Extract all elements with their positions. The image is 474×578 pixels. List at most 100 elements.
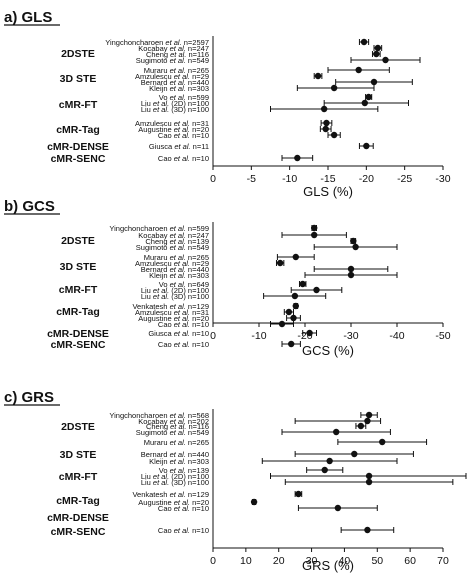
- x-tick-label: 60: [404, 555, 416, 567]
- study-label: Augustine et al. n=20: [138, 125, 209, 134]
- study-label: Muraru et al. n=265: [144, 438, 209, 447]
- x-tick-label: -10: [282, 173, 297, 185]
- study-label: Sugimoto et al. n=549: [136, 243, 209, 252]
- point-estimate: [351, 450, 358, 458]
- group-label-cmr-dense: cMR-DENSE: [47, 328, 109, 340]
- panel-a-gls: a) GLS 0 -5 -10 -15 -20 -25 -30 GLS (%) 2DSTE Ying…: [4, 9, 451, 199]
- x-tick-label: -30: [343, 330, 358, 342]
- study-label: Giusca et al. n=11: [149, 142, 209, 151]
- point-estimate: [250, 498, 258, 506]
- point-estimate: [278, 320, 286, 328]
- point-estimate: [323, 119, 330, 127]
- group-label-cmr-ft: cMR-FT: [59, 284, 98, 296]
- point-estimate: [299, 280, 306, 288]
- study-label: Liu et al. (3D) n=100: [141, 105, 209, 114]
- panel-c-grs: c) GRS 0 10 20 30 40 50 60 70 GRS (%) 2DSTE Yingcho…: [4, 389, 467, 573]
- point-estimate: [364, 526, 371, 534]
- study-label: Kocabay et al. n=247: [138, 231, 209, 240]
- point-estimate: [314, 72, 322, 80]
- x-tick-label: -40: [389, 330, 404, 342]
- point-estimate: [294, 154, 301, 162]
- study-label: Muraru et al. n=265: [144, 66, 209, 75]
- point-estimate: [363, 142, 370, 150]
- point-estimate: [333, 428, 340, 436]
- x-tick-label: 30: [306, 555, 318, 567]
- x-tick-label: 0: [210, 173, 216, 185]
- point-estimate: [330, 131, 338, 139]
- study-label: Kocabay et al. n=202: [138, 417, 209, 426]
- point-estimate: [306, 329, 313, 337]
- study-label: Venkatesh et al. n=129: [132, 302, 209, 311]
- study-label: Vo et al. n=139: [159, 466, 209, 475]
- study-label: Augustine et al. n=20: [138, 314, 209, 323]
- group-label-2dste: 2DSTE: [61, 48, 95, 60]
- point-estimate: [295, 490, 302, 498]
- point-estimate: [322, 125, 329, 133]
- point-estimate: [311, 224, 318, 232]
- point-estimate: [365, 472, 373, 480]
- study-label: Cao et al. n=10: [158, 526, 209, 535]
- point-estimate: [350, 237, 357, 245]
- x-axis-label: GLS (%): [303, 184, 353, 199]
- group-label-cmr-tag: cMR-Tag: [56, 124, 100, 136]
- point-estimate: [365, 478, 373, 486]
- group-label-cmr-senc: cMR-SENC: [51, 153, 106, 165]
- study-label: Kocabay et al. n=247: [138, 44, 209, 53]
- point-estimate: [347, 271, 355, 279]
- panel-title: b) GCS: [4, 198, 55, 215]
- x-tick-label: -50: [435, 330, 450, 342]
- x-tick-label: -30: [435, 173, 450, 185]
- study-label: Yingchoncharoen et al. n=568: [109, 411, 209, 420]
- study-label: Bernard et al. n=440: [141, 450, 209, 459]
- study-label: Cao et al. n=10: [158, 320, 209, 329]
- study-label: Vo et al. n=599: [159, 93, 209, 102]
- study-label: Liu et al. (3D) n=100: [141, 292, 209, 301]
- study-label: Bernard et al. n=440: [141, 265, 209, 274]
- x-tick-label: -25: [397, 173, 412, 185]
- study-label: Amzulescu et al. n=29: [135, 259, 209, 268]
- point-estimate: [276, 259, 284, 267]
- point-estimate: [374, 44, 382, 52]
- group-label-3d-ste: 3D STE: [60, 261, 97, 273]
- point-estimate: [364, 417, 371, 425]
- study-label: Cheng et al. n=139: [145, 237, 209, 246]
- point-estimate: [292, 253, 299, 261]
- study-label: Yingchoncharoen et al. n=599: [109, 224, 209, 233]
- group-label-2dste: 2DSTE: [61, 421, 95, 433]
- study-label: Liu et al. (2D) n=100: [141, 286, 209, 295]
- group-label-cmr-dense: cMR-DENSE: [47, 141, 109, 153]
- study-label: Kleijn et al. n=303: [149, 84, 209, 93]
- study-label: Cao et al. n=10: [158, 504, 209, 513]
- point-estimate: [379, 438, 386, 446]
- group-label-cmr-senc: cMR-SENC: [51, 526, 106, 538]
- group-label-3d-ste: 3D STE: [60, 73, 97, 85]
- study-label: Liu et al. (2D) n=100: [141, 472, 209, 481]
- x-tick-label: -20: [359, 173, 374, 185]
- study-label: Liu et al. (2D) n=100: [141, 99, 209, 108]
- study-label: Cao et al. n=10: [158, 154, 209, 163]
- study-label: Augustine et al. n=20: [138, 498, 209, 507]
- x-axis-label: GCS (%): [302, 343, 354, 358]
- group-label-3d-ste: 3D STE: [60, 449, 97, 461]
- study-label: Kleijn et al. n=303: [149, 271, 209, 280]
- study-label: Cheng et al. n=116: [146, 50, 209, 59]
- point-estimate: [360, 38, 368, 46]
- x-tick-label: 0: [210, 330, 216, 342]
- point-estimate: [291, 292, 299, 300]
- point-estimate: [370, 78, 378, 86]
- study-label: Amzulescu et al. n=31: [135, 308, 209, 317]
- point-estimate: [357, 422, 365, 430]
- point-estimate: [347, 265, 355, 273]
- study-label: Vo et al. n=649: [159, 280, 209, 289]
- point-estimate: [382, 56, 389, 64]
- study-label: Amzulescu et al. n=31: [135, 119, 209, 128]
- group-label-cmr-ft: cMR-FT: [59, 471, 98, 483]
- point-estimate: [352, 243, 359, 251]
- point-estimate: [365, 411, 373, 419]
- point-estimate: [292, 302, 299, 310]
- group-label-cmr-tag: cMR-Tag: [56, 306, 100, 318]
- study-label: Liu et al. (3D) n=100: [141, 478, 209, 487]
- panel-title: a) GLS: [4, 9, 52, 26]
